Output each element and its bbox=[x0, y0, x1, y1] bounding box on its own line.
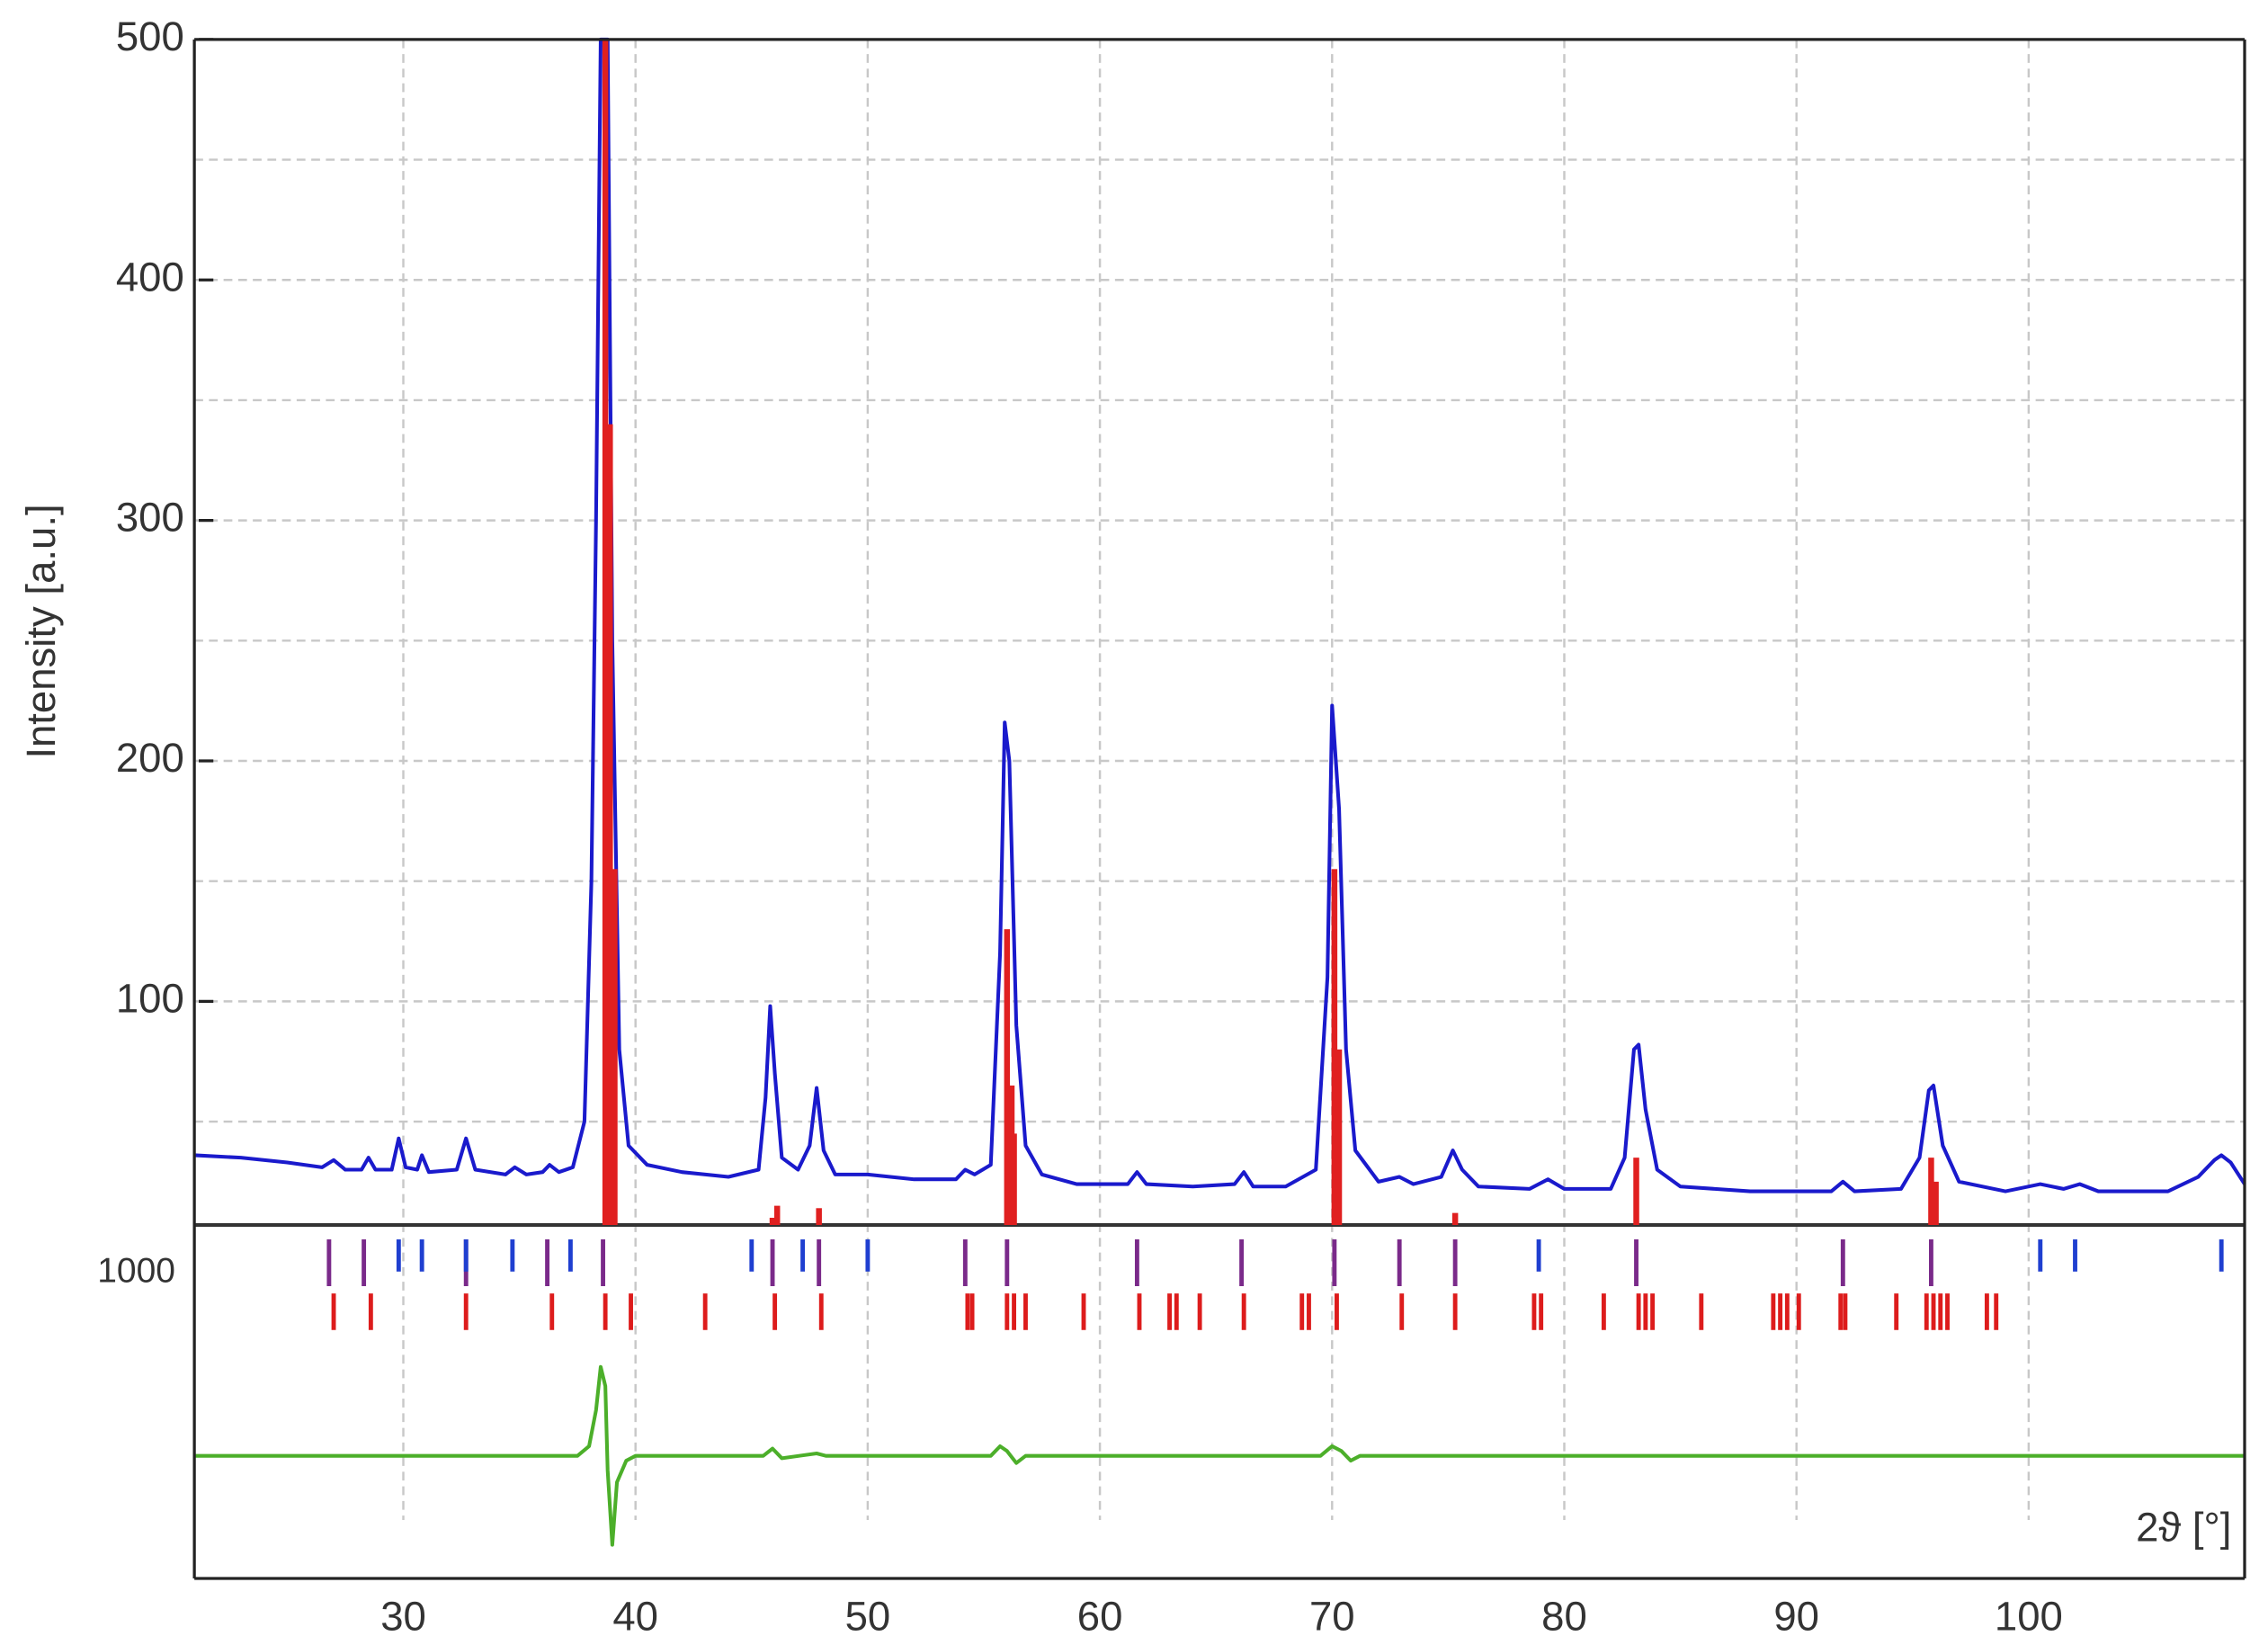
x-axis-title: 2ϑ [°] bbox=[2136, 1504, 2231, 1550]
plot-area bbox=[194, 37, 2246, 1547]
x-tick-label: 50 bbox=[845, 1594, 891, 1640]
peak-stick bbox=[769, 1217, 776, 1226]
peak-stick bbox=[1633, 1158, 1639, 1226]
x-tick-label: 70 bbox=[1309, 1594, 1355, 1640]
y-tick-label: 400 bbox=[116, 254, 184, 299]
y-axis-title: Intensity [a.u.] bbox=[18, 504, 64, 758]
y-tick-label: 500 bbox=[116, 13, 184, 59]
line-series bbox=[194, 37, 2246, 1194]
peak-stick bbox=[1451, 1212, 1459, 1226]
peak-stick bbox=[1331, 869, 1338, 1226]
peak-stick bbox=[1335, 1049, 1343, 1226]
peak-stick bbox=[1011, 1133, 1017, 1226]
x-tick-label: 80 bbox=[1541, 1594, 1587, 1640]
peak-stick bbox=[1933, 1181, 1939, 1226]
peak-stick bbox=[1004, 929, 1011, 1226]
peak-stick bbox=[773, 1205, 781, 1226]
peak-stick bbox=[612, 869, 618, 1226]
y-tick-label: 100 bbox=[116, 975, 184, 1021]
x-tick-label: 90 bbox=[1773, 1594, 1819, 1640]
peak-stick bbox=[602, 39, 609, 1226]
annotation: 1000 bbox=[97, 1252, 175, 1291]
x-tick-label: 60 bbox=[1077, 1594, 1123, 1640]
x-tick-label: 40 bbox=[612, 1594, 658, 1640]
peak-stick bbox=[1928, 1158, 1934, 1226]
peak-stick bbox=[816, 1208, 822, 1226]
x-tick-label: 30 bbox=[380, 1594, 426, 1640]
x-tick-label: 100 bbox=[1995, 1594, 2063, 1640]
peak-stick bbox=[607, 424, 613, 1226]
line-series bbox=[194, 1364, 2245, 1547]
y-tick-label: 300 bbox=[116, 495, 184, 541]
y-tick-label: 200 bbox=[116, 735, 184, 781]
